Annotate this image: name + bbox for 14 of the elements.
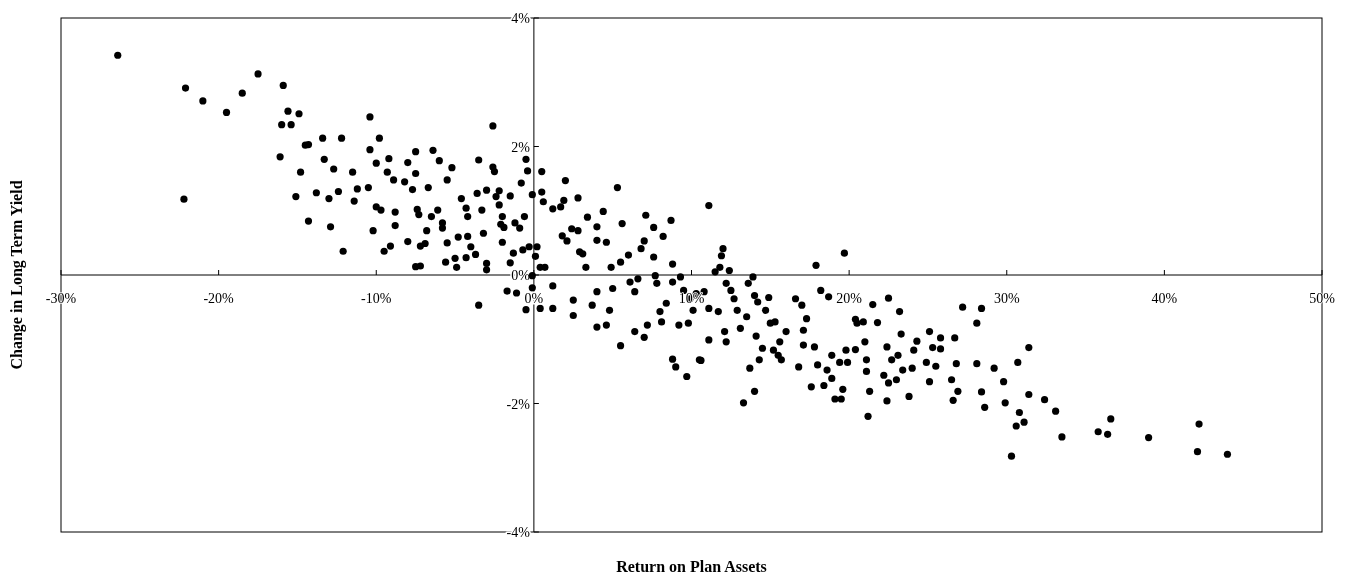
y-axis-title: Change in Long Term Yield [8,180,26,370]
x-tick-label: 20% [836,291,863,306]
y-tick-label: -2% [506,396,531,412]
y-tick-label: -4% [506,525,531,540]
x-tick-label: -30% [45,291,77,306]
x-tick-label: -20% [203,291,235,306]
x-tick-label: -10% [361,291,392,306]
x-tick-label: 50% [1309,291,1336,306]
y-tick-label: 0% [511,268,531,283]
y-tick-label: 4% [511,11,531,26]
x-tick-label: 40% [1151,291,1178,306]
x-tick-label: 30% [993,291,1020,306]
x-axis-title: Return on Plan Assets [616,558,767,575]
y-tick-label: 2% [511,139,531,155]
